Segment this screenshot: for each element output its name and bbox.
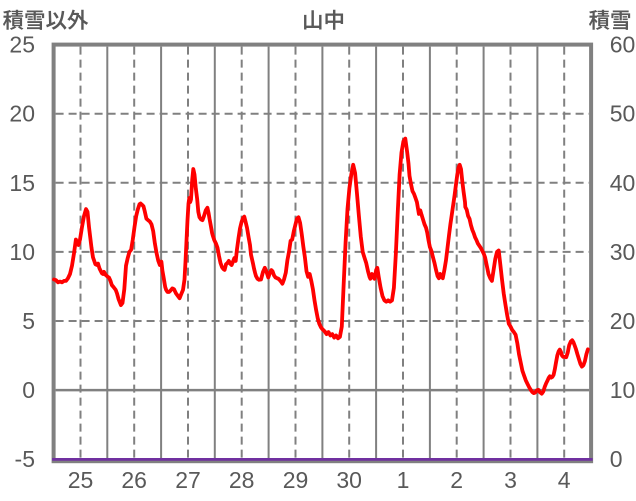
svg-text:2: 2 bbox=[450, 467, 463, 493]
svg-text:-5: -5 bbox=[15, 446, 35, 472]
svg-text:1: 1 bbox=[397, 467, 410, 493]
svg-text:4: 4 bbox=[558, 467, 571, 493]
svg-text:30: 30 bbox=[610, 239, 636, 265]
svg-text:29: 29 bbox=[283, 467, 309, 493]
svg-text:25: 25 bbox=[9, 32, 35, 58]
svg-text:28: 28 bbox=[229, 467, 255, 493]
svg-text:5: 5 bbox=[22, 308, 35, 334]
svg-text:30: 30 bbox=[336, 467, 362, 493]
svg-text:0: 0 bbox=[610, 446, 623, 472]
svg-text:20: 20 bbox=[610, 308, 636, 334]
svg-text:60: 60 bbox=[610, 32, 636, 58]
svg-text:15: 15 bbox=[9, 170, 35, 196]
svg-text:0: 0 bbox=[22, 377, 35, 403]
svg-text:20: 20 bbox=[9, 101, 35, 127]
svg-text:26: 26 bbox=[121, 467, 147, 493]
svg-text:40: 40 bbox=[610, 170, 636, 196]
svg-text:25: 25 bbox=[68, 467, 94, 493]
svg-text:50: 50 bbox=[610, 101, 636, 127]
svg-text:27: 27 bbox=[175, 467, 201, 493]
svg-text:3: 3 bbox=[504, 467, 517, 493]
svg-text:10: 10 bbox=[9, 239, 35, 265]
svg-text:10: 10 bbox=[610, 377, 636, 403]
